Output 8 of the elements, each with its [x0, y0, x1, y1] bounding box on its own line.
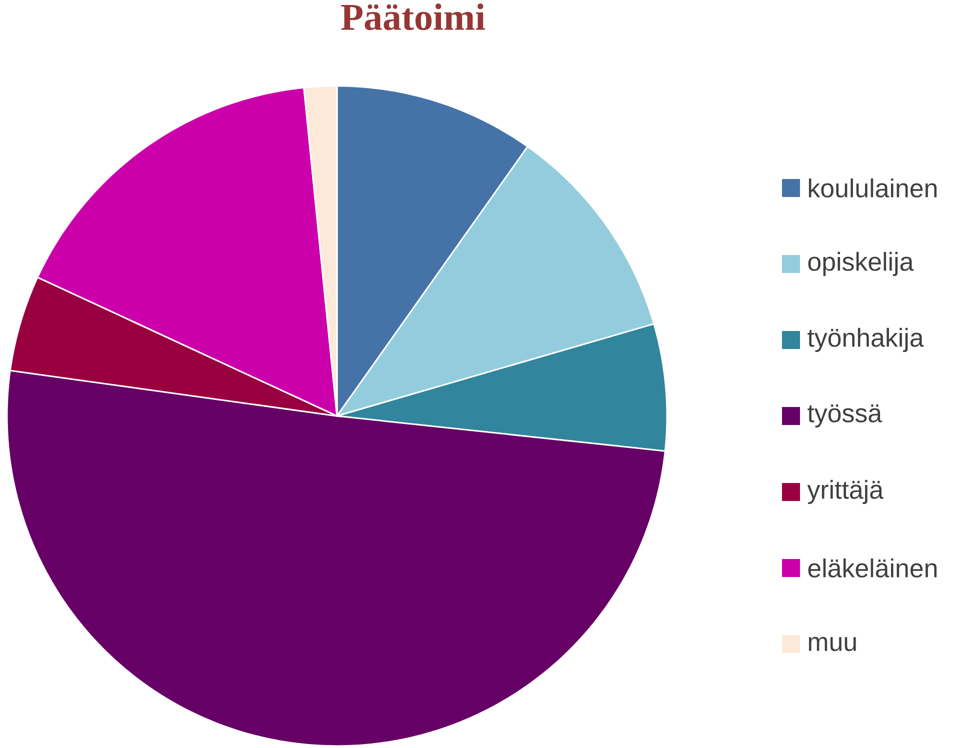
legend-label: koululainen — [808, 178, 937, 198]
legend-label: eläkeläinen — [808, 558, 937, 578]
chart-title: Päätoimi — [341, 4, 486, 30]
legend-label: työnhakija — [808, 328, 924, 352]
legend-label: työssä — [808, 404, 882, 428]
legend-label: opiskelija — [808, 252, 914, 276]
legend-label: muu — [808, 636, 856, 652]
legend-label: yrittäjä — [807, 480, 884, 504]
